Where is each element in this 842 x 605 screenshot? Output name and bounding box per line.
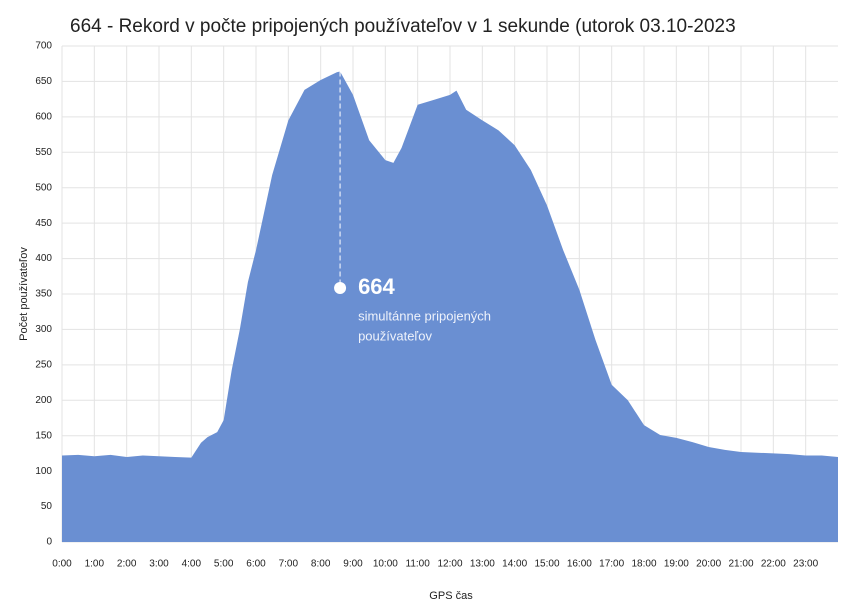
y-tick-label: 500 <box>35 182 52 193</box>
x-axis-label: GPS čas <box>429 590 473 602</box>
x-tick-label: 2:00 <box>117 559 137 570</box>
x-tick-label: 3:00 <box>149 559 169 570</box>
x-tick-label: 0:00 <box>52 559 72 570</box>
x-tick-label: 18:00 <box>631 559 656 570</box>
x-tick-label: 15:00 <box>534 559 559 570</box>
y-tick-label: 150 <box>35 430 52 441</box>
x-tick-label: 19:00 <box>664 559 689 570</box>
x-tick-label: 16:00 <box>567 559 592 570</box>
x-tick-label: 11:00 <box>406 559 431 570</box>
y-tick-label: 600 <box>35 111 52 122</box>
y-tick-label: 0 <box>46 537 52 548</box>
x-tick-label: 4:00 <box>182 559 202 570</box>
y-tick-label: 400 <box>35 253 52 264</box>
y-tick-label: 300 <box>35 324 52 335</box>
y-tick-label: 200 <box>35 395 52 406</box>
x-tick-label: 13:00 <box>470 559 495 570</box>
y-tick-label: 650 <box>35 76 52 87</box>
annotation-text: simultánne pripojených <box>358 308 491 323</box>
x-tick-label: 23:00 <box>793 559 818 570</box>
annotation-text: používateľov <box>358 328 432 343</box>
x-tick-label: 6:00 <box>246 559 266 570</box>
y-tick-label: 350 <box>35 289 52 300</box>
y-tick-label: 50 <box>41 501 53 512</box>
x-tick-label: 22:00 <box>761 559 786 570</box>
annotation-value: 664 <box>358 274 395 299</box>
area <box>62 71 838 542</box>
x-tick-label: 12:00 <box>437 559 462 570</box>
x-tick-label: 10:00 <box>373 559 398 570</box>
x-tick-label: 14:00 <box>502 559 527 570</box>
y-tick-label: 250 <box>35 359 52 370</box>
x-tick-label: 21:00 <box>728 559 753 570</box>
x-tick-label: 8:00 <box>311 559 331 570</box>
y-tick-label: 450 <box>35 218 52 229</box>
annotation-dot <box>334 282 347 294</box>
x-tick-label: 17:00 <box>599 559 624 570</box>
y-tick-label: 700 <box>35 41 52 52</box>
y-axis-label: Počet používateľov <box>18 247 30 341</box>
x-tick-label: 20:00 <box>696 559 721 570</box>
x-tick-label: 5:00 <box>214 559 234 570</box>
x-tick-label: 7:00 <box>279 559 299 570</box>
x-tick-label: 9:00 <box>343 559 363 570</box>
x-tick-label: 1:00 <box>85 559 105 570</box>
chart-title: 664 - Rekord v počte pripojených používa… <box>70 16 736 37</box>
y-tick-label: 550 <box>35 147 52 158</box>
y-tick-label: 100 <box>35 466 52 477</box>
